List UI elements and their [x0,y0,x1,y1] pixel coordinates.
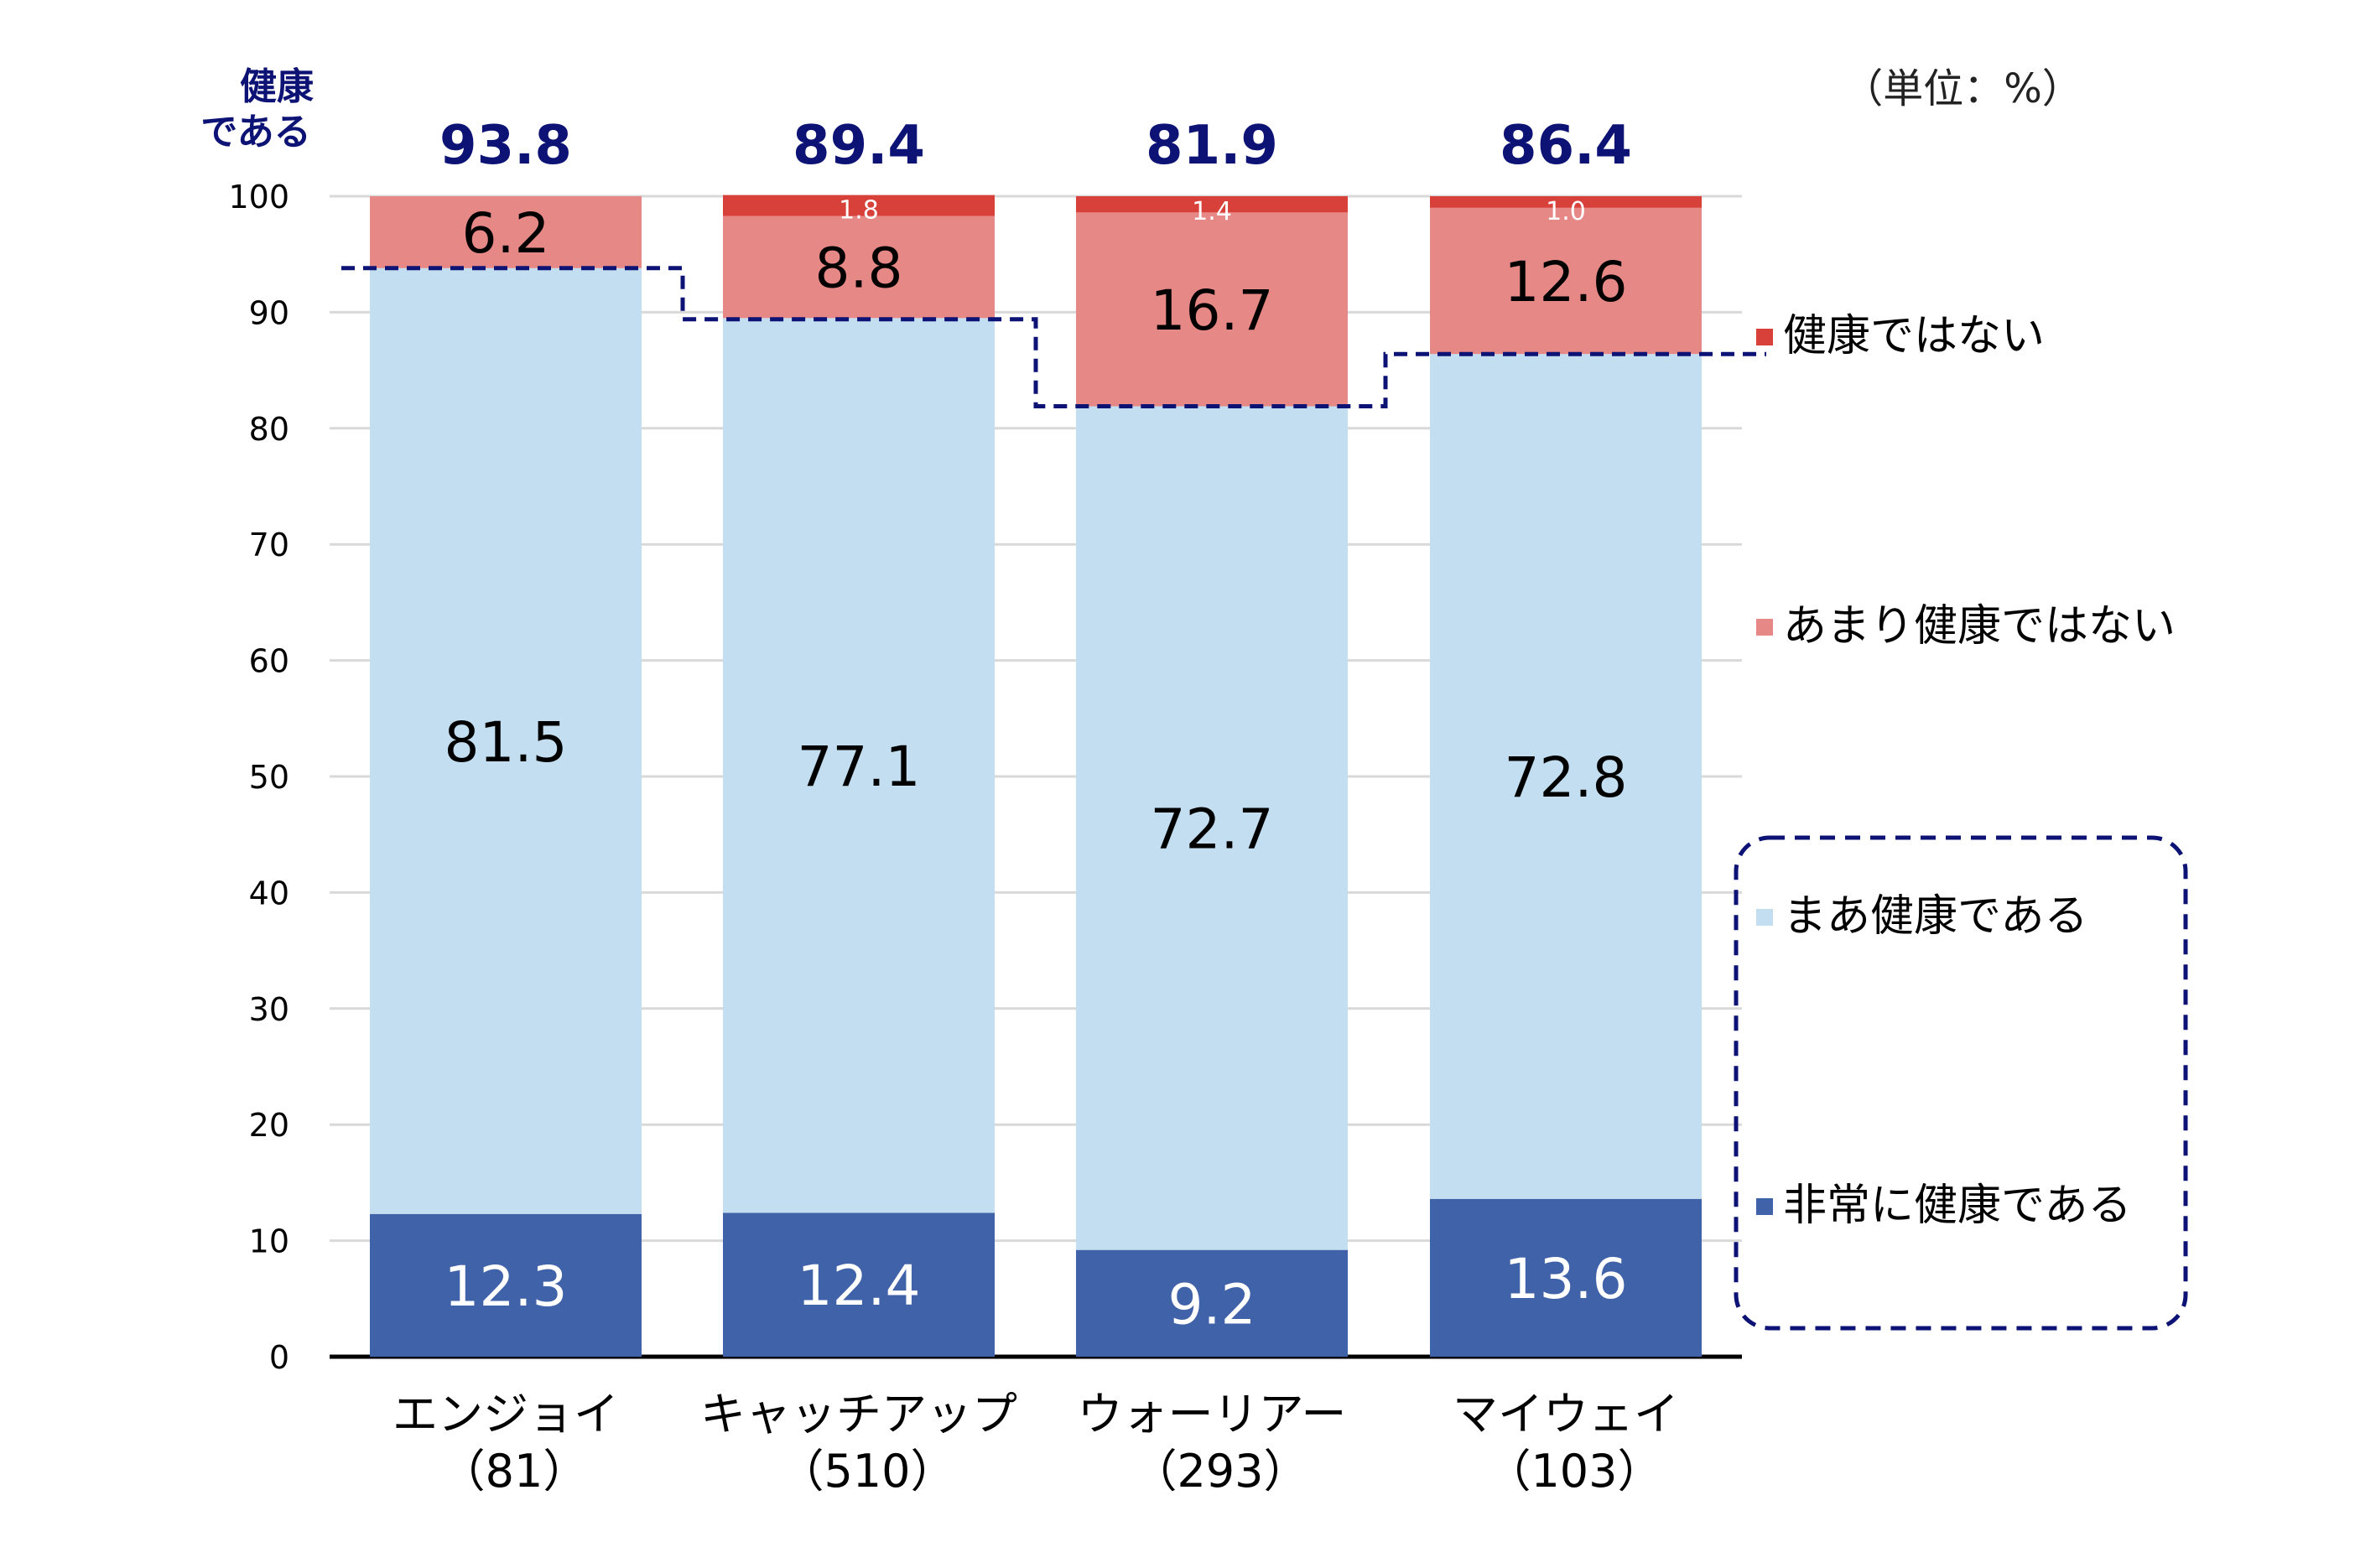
legend-label: 健康ではない [1783,311,2045,361]
bar-segment [1076,1249,1348,1357]
bar-segment [723,1212,995,1357]
data-label: 12.3 [444,1254,568,1319]
legend-label: 非常に健康である [1783,1181,2131,1231]
bar-segment [1076,196,1348,213]
bar-segment [1430,207,1702,355]
healthy-total-label: 89.4 [793,115,925,177]
legend-swatch [1756,909,1773,926]
y-tick-label: 80 [249,411,289,448]
y-tick-label: 20 [249,1107,289,1144]
data-label: 1.4 [1192,197,1232,226]
y-tick-label: 90 [249,294,289,331]
legend-swatch [1756,329,1773,345]
y-axis-label-line2: である [200,111,311,153]
y-tick-label: 70 [249,527,289,563]
healthy-total-dashed-line [341,266,1766,409]
bar-segment [723,215,995,319]
y-tick-labels: 0 10 20 30 40 50 60 70 80 90 100 [228,179,289,1376]
bars: 12.3 81.5 6.2 93.8 12.4 77.1 8.8 1.8 89.4 9.2 72.7… [370,115,1702,1357]
data-label: 12.6 [1505,250,1628,314]
category-count: （81） [440,1445,589,1498]
bar-segment [1430,354,1702,1199]
y-tick-label: 50 [249,759,289,796]
healthy-total-label: 93.8 [439,115,572,177]
data-label: 6.2 [462,201,550,266]
legend-swatch [1756,619,1773,636]
bar-segment [370,1213,642,1357]
healthy-total-line [341,266,1766,409]
category-count: （293） [1131,1445,1308,1498]
data-label: 77.1 [798,735,921,799]
data-label: 12.4 [798,1254,921,1318]
healthy-total-label: 81.9 [1146,115,1278,177]
data-label: 9.2 [1168,1272,1256,1337]
data-label: 16.7 [1151,278,1274,343]
bar-segment [370,267,642,1214]
bar-segment [1430,196,1702,208]
data-label: 1.8 [839,196,879,226]
healthy-total-label: 86.4 [1500,115,1632,177]
data-label: 72.8 [1505,745,1628,810]
legend-highlight-box [1734,835,2188,1331]
bar-segment [1430,1198,1702,1357]
y-tick-label: 10 [249,1223,289,1260]
y-axis-label-line1: 健康 [240,65,314,108]
category-label: キャッチアップ [700,1388,1017,1441]
bar-segment [1076,212,1348,407]
bar-segment [370,196,642,268]
y-tick-label: 100 [228,179,289,215]
category-labels: エンジョイ（81） キャッチアップ（510） ウォーリアー（293） マイウェイ（10… [392,1388,1679,1498]
category-label: エンジョイ [392,1388,619,1441]
category-label: マイウェイ [1453,1388,1679,1441]
bar-segment [723,195,995,216]
data-label: 72.7 [1151,797,1274,862]
bar-segment [723,318,995,1213]
bar-segment [1076,406,1348,1250]
category-label: ウォーリアー [1078,1388,1347,1441]
y-tick-label: 60 [249,643,289,680]
legend-label: あまり健康ではない [1783,601,2176,652]
y-tick-label: 0 [269,1339,289,1376]
y-tick-label: 40 [249,875,289,911]
y-tick-label: 30 [249,991,289,1028]
data-label: 1.0 [1546,197,1586,226]
data-label: 13.6 [1505,1247,1628,1311]
legend-swatch [1756,1198,1773,1215]
category-count: （103） [1485,1445,1662,1498]
data-label: 8.8 [815,236,903,300]
data-label: 81.5 [444,710,568,775]
legend-label: まあ健康である [1783,891,2087,942]
category-count: （510） [778,1445,955,1498]
unit-label: （単位：%） [1843,65,2082,112]
